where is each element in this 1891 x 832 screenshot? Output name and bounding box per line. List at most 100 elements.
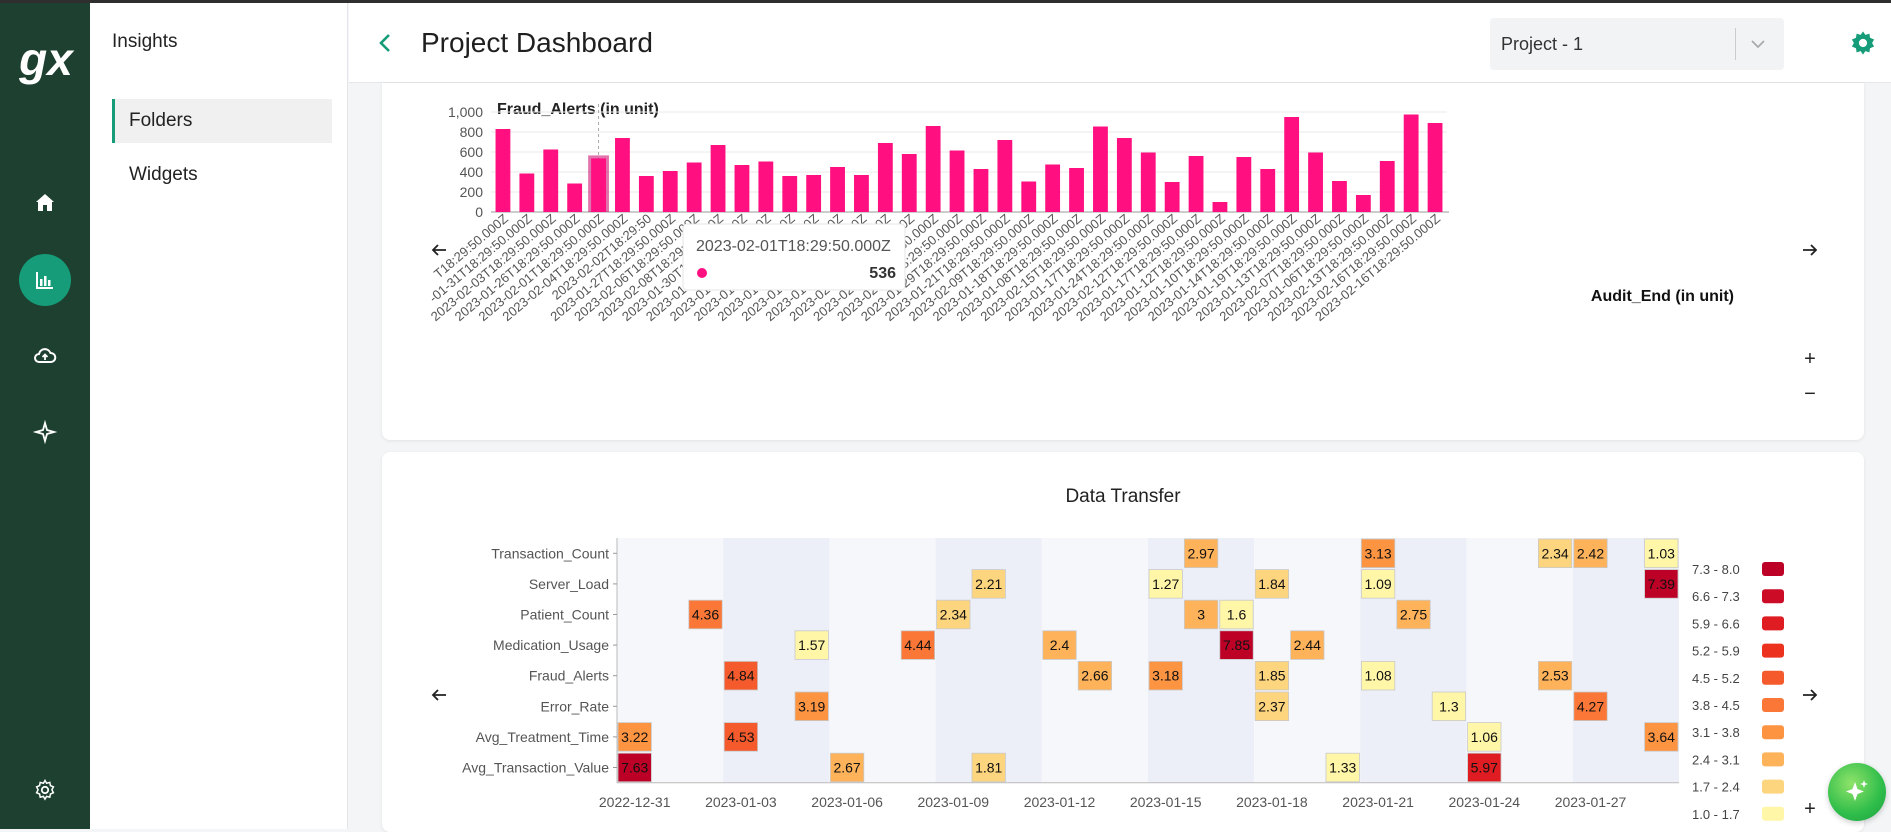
rail-analytics-button[interactable]	[19, 254, 71, 306]
bar[interactable]	[901, 154, 917, 212]
heatmap-cell[interactable]	[936, 599, 971, 630]
heatmap-zoom-in-button[interactable]: +	[1804, 798, 1816, 820]
heatmap-cell[interactable]	[1431, 691, 1466, 722]
heatmap-cell[interactable]	[1644, 722, 1679, 752]
bar[interactable]	[877, 143, 893, 212]
bar[interactable]	[1308, 152, 1323, 213]
bar[interactable]	[1260, 169, 1276, 212]
heatmap-cell[interactable]	[794, 630, 829, 660]
heatmap-cell[interactable]	[1148, 569, 1183, 599]
bar[interactable]	[1116, 138, 1132, 212]
heatmap-cell[interactable]	[1573, 538, 1608, 569]
prev-page-button[interactable]	[427, 238, 451, 262]
heatmap-cell[interactable]	[1219, 630, 1254, 660]
bar[interactable]	[591, 158, 606, 212]
heatmap-next-button[interactable]	[1798, 683, 1822, 707]
heatmap-cell[interactable]	[1219, 599, 1254, 630]
bar[interactable]	[1403, 114, 1419, 213]
rail-sparkle-button[interactable]	[19, 406, 71, 458]
ai-assistant-button[interactable]	[1828, 763, 1886, 821]
sidebar-item-folders[interactable]: Folders	[112, 99, 332, 143]
bar[interactable]	[567, 183, 583, 213]
heatmap-cell[interactable]	[723, 660, 759, 691]
heatmap-cell[interactable]	[971, 569, 1006, 599]
rail-cloud-button[interactable]	[19, 330, 71, 382]
heatmap-cell[interactable]	[1184, 599, 1219, 630]
heatmap-cell[interactable]	[1361, 538, 1396, 569]
bar[interactable]	[1236, 157, 1252, 212]
heatmap-cell[interactable]	[829, 752, 865, 783]
bar[interactable]	[925, 126, 941, 212]
bar[interactable]	[1427, 123, 1443, 212]
bar[interactable]	[662, 171, 678, 212]
bar[interactable]	[1164, 182, 1180, 212]
bar[interactable]	[758, 161, 774, 213]
bar[interactable]	[1284, 117, 1300, 212]
bar[interactable]	[997, 140, 1013, 212]
heatmap-cell[interactable]	[723, 722, 759, 752]
back-button[interactable]	[367, 25, 403, 61]
sidebar-item-widgets[interactable]: Widgets	[129, 164, 198, 185]
heatmap-cell[interactable]	[1467, 752, 1502, 783]
zoom-in-button[interactable]: +	[1804, 348, 1816, 370]
heatmap-cell[interactable]	[1538, 660, 1573, 691]
heatmap-cell[interactable]	[900, 630, 936, 660]
heatmap-cell[interactable]	[1254, 569, 1290, 599]
heatmap-cell[interactable]	[1573, 691, 1608, 722]
heatmap-cell[interactable]	[617, 752, 652, 783]
heatmap-cell[interactable]	[1361, 569, 1396, 599]
bar[interactable]	[949, 150, 965, 213]
bar[interactable]	[495, 129, 511, 212]
column-band	[829, 538, 936, 783]
bar[interactable]	[1188, 156, 1204, 212]
project-select[interactable]: Project - 1	[1490, 18, 1784, 70]
heatmap-cell[interactable]	[1254, 691, 1290, 722]
bar[interactable]	[1069, 168, 1084, 212]
bar[interactable]	[830, 167, 845, 212]
bar[interactable]	[638, 176, 654, 212]
heatmap-cell[interactable]	[688, 599, 723, 630]
heatmap-cell[interactable]	[971, 752, 1006, 783]
heatmap-cell[interactable]	[1290, 630, 1325, 660]
bar[interactable]	[782, 176, 798, 212]
bar[interactable]	[543, 149, 559, 213]
logo-text: gx	[18, 33, 75, 85]
heatmap-cell[interactable]	[1184, 538, 1219, 569]
bar[interactable]	[854, 175, 869, 212]
bar[interactable]	[973, 169, 989, 212]
heatmap-cell[interactable]	[794, 691, 829, 722]
zoom-out-button[interactable]: −	[1804, 383, 1816, 405]
heatmap-cell[interactable]	[1077, 660, 1113, 691]
bar[interactable]	[1021, 181, 1037, 213]
bar[interactable]	[1140, 152, 1156, 213]
heatmap-cell[interactable]	[1396, 599, 1431, 630]
heatmap-cell[interactable]	[1467, 722, 1502, 752]
bar[interactable]	[1355, 195, 1371, 212]
bar[interactable]	[615, 138, 630, 212]
heatmap-cell[interactable]	[1325, 752, 1360, 783]
bar[interactable]	[686, 162, 702, 213]
bar[interactable]	[1212, 202, 1228, 212]
heatmap-cell[interactable]	[1361, 660, 1396, 691]
bar[interactable]	[519, 173, 535, 213]
heatmap-cell[interactable]	[1254, 660, 1290, 691]
bar[interactable]	[1045, 164, 1061, 213]
settings-gear-icon[interactable]	[1849, 29, 1877, 57]
bar[interactable]	[710, 145, 726, 212]
heatmap-cell[interactable]	[1148, 660, 1183, 691]
next-page-button[interactable]	[1798, 238, 1822, 262]
heatmap-cell[interactable]	[617, 722, 652, 752]
rail-home-button[interactable]	[19, 177, 71, 229]
bar[interactable]	[1379, 161, 1395, 212]
heatmap-cell[interactable]	[1538, 538, 1573, 569]
rail-settings-button[interactable]	[19, 764, 71, 816]
heatmap-cell[interactable]	[1644, 569, 1679, 599]
bar[interactable]	[806, 175, 822, 212]
bar[interactable]	[1093, 126, 1108, 213]
bar[interactable]	[1332, 181, 1347, 212]
heatmap-cell[interactable]	[1644, 538, 1679, 569]
heatmap-prev-button[interactable]	[427, 683, 451, 707]
bar[interactable]	[734, 165, 750, 212]
heatmap-cell-label: 2.53	[1541, 668, 1568, 684]
heatmap-cell[interactable]	[1042, 630, 1077, 660]
